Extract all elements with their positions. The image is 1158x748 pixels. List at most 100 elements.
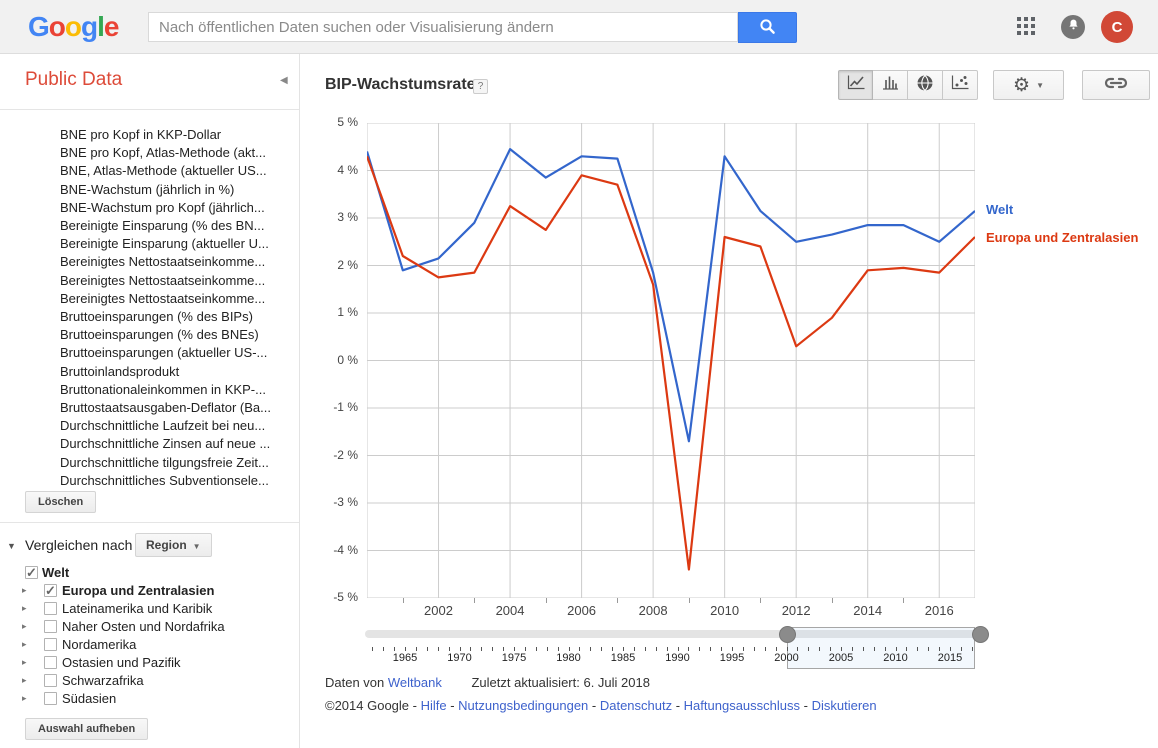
footer-link[interactable]: Haftungsausschluss bbox=[683, 698, 801, 713]
region-dropdown[interactable]: Region ▼ bbox=[135, 533, 212, 557]
region-label[interactable]: Südasien bbox=[62, 691, 117, 706]
line-chart-button[interactable] bbox=[838, 70, 873, 100]
search-input[interactable] bbox=[148, 12, 738, 42]
timeline-tick bbox=[808, 647, 810, 651]
x-axis-tick bbox=[831, 598, 833, 603]
share-link-button[interactable] bbox=[1082, 70, 1150, 100]
indicator-item[interactable]: Durchschnittliches Subventionsele... bbox=[60, 472, 269, 488]
indicator-item[interactable]: Bruttonationaleinkommen in KKP-... bbox=[60, 381, 266, 397]
footer-separator: - bbox=[588, 698, 600, 713]
indicator-item[interactable]: BNE, Atlas-Methode (aktueller US... bbox=[60, 163, 267, 179]
timeline-track[interactable] bbox=[365, 630, 985, 638]
indicator-item[interactable]: Bruttoinlandsprodukt bbox=[60, 363, 180, 379]
source-link[interactable]: Weltbank bbox=[387, 675, 442, 690]
indicator-item[interactable]: BNE-Wachstum (jährlich in %) bbox=[60, 181, 235, 197]
footer-link[interactable]: Nutzungsbedingungen bbox=[458, 698, 589, 713]
indicator-item[interactable]: Durchschnittliche tilgungsfreie Zeit... bbox=[60, 454, 269, 470]
region-label[interactable]: Schwarzafrika bbox=[62, 673, 144, 688]
region-label[interactable]: Nordamerika bbox=[62, 637, 137, 652]
timeline-tick bbox=[492, 647, 494, 651]
indicator-item[interactable]: BNE pro Kopf, Atlas-Methode (akt... bbox=[60, 145, 266, 161]
region-label[interactable]: Welt bbox=[42, 565, 70, 580]
indicator-item[interactable]: BNE-Wachstum pro Kopf (jährlich... bbox=[60, 199, 265, 215]
region-label[interactable]: Lateinamerika und Karibik bbox=[62, 601, 213, 616]
x-axis-tick bbox=[617, 598, 619, 603]
region-label[interactable]: Ostasien und Pazifik bbox=[62, 655, 181, 670]
indicator-item[interactable]: Bruttostaatsausgaben-Deflator (Ba... bbox=[60, 400, 272, 416]
timeline-tick bbox=[742, 647, 744, 651]
indicator-item[interactable]: Durchschnittliche Zinsen auf neue ... bbox=[60, 436, 271, 452]
map-chart-button[interactable] bbox=[908, 70, 943, 100]
avatar[interactable]: C bbox=[1101, 11, 1133, 43]
indicator-item[interactable]: Bruttoeinsparungen (aktueller US-... bbox=[60, 345, 268, 361]
timeline-tick bbox=[470, 647, 472, 651]
logo-letter: e bbox=[103, 11, 120, 42]
expander-icon[interactable]: ▸ bbox=[22, 675, 27, 685]
region-row: ▸ Ostasien und Pazifik bbox=[0, 654, 299, 672]
timeline-tick bbox=[415, 647, 417, 651]
region-label[interactable]: Naher Osten und Nordafrika bbox=[62, 619, 225, 634]
region-checkbox[interactable] bbox=[44, 602, 57, 615]
logo-letter: o bbox=[64, 11, 82, 42]
deselect-all-button[interactable]: Auswahl aufheben bbox=[25, 718, 149, 740]
logo-letter: G bbox=[28, 11, 50, 42]
expander-icon[interactable]: ▸ bbox=[22, 585, 27, 595]
compare-collapse-icon[interactable]: ▼ bbox=[7, 541, 16, 551]
line-chart-plot[interactable] bbox=[367, 123, 975, 598]
legend-item[interactable]: Europa und Zentralasien bbox=[986, 230, 1139, 245]
indicator-item[interactable]: BNE pro Kopf in KKP-Dollar bbox=[60, 127, 222, 142]
timeline-tick bbox=[830, 647, 832, 651]
notifications-button[interactable] bbox=[1061, 15, 1085, 39]
footer-link[interactable]: Datenschutz bbox=[599, 698, 673, 713]
apps-grid-icon[interactable] bbox=[1017, 17, 1037, 37]
indicator-item[interactable]: Bereinigtes Nettostaatseinkomme... bbox=[60, 254, 266, 270]
timeline-selected-range[interactable] bbox=[787, 627, 975, 669]
region-checkbox[interactable] bbox=[44, 656, 57, 669]
timeline-tick bbox=[764, 647, 766, 651]
timeline-tick bbox=[775, 647, 777, 651]
timeline-tick bbox=[960, 647, 962, 651]
indicator-item[interactable]: Bruttoeinsparungen (% des BIPs) bbox=[60, 309, 253, 325]
region-checkbox[interactable]: ✓ bbox=[44, 583, 57, 598]
indicator-item[interactable]: Durchschnittliche Laufzeit bei neu... bbox=[60, 418, 266, 434]
expander-icon[interactable]: ▸ bbox=[22, 639, 27, 649]
sidebar-header: Public Data ◀ bbox=[0, 54, 299, 110]
timeline-tick bbox=[677, 647, 679, 651]
expander-icon[interactable]: ▸ bbox=[22, 693, 27, 703]
source-prefix: Daten von bbox=[325, 675, 385, 690]
x-axis-label: 2004 bbox=[495, 603, 525, 618]
bar-chart-button[interactable] bbox=[873, 70, 908, 100]
scatter-chart-button[interactable] bbox=[943, 70, 978, 100]
settings-button[interactable]: ⚙ ▼ bbox=[993, 70, 1064, 100]
region-checkbox[interactable]: ✓ bbox=[25, 565, 38, 580]
product-title: Public Data bbox=[25, 69, 123, 90]
region-checkbox[interactable] bbox=[44, 620, 57, 633]
legend-item[interactable]: Welt bbox=[986, 202, 1014, 217]
indicator-item[interactable]: Bereinigte Einsparung (% des BN... bbox=[60, 218, 265, 234]
footer-link[interactable]: Hilfe bbox=[420, 698, 447, 713]
region-label[interactable]: Europa und Zentralasien bbox=[62, 583, 215, 598]
indicator-item[interactable]: Bereinigtes Nettostaatseinkomme... bbox=[60, 290, 266, 306]
timeline-tick bbox=[895, 647, 897, 651]
indicator-item[interactable]: Bruttoeinsparungen (% des BNEs) bbox=[60, 327, 259, 343]
region-checkbox[interactable] bbox=[44, 638, 57, 651]
expander-icon[interactable]: ▸ bbox=[22, 657, 27, 667]
timeline-handle-start[interactable] bbox=[779, 626, 796, 643]
indicator-item[interactable]: Bereinigte Einsparung (aktueller U... bbox=[60, 236, 269, 252]
timeline-year-label: 1990 bbox=[665, 652, 690, 664]
google-logo[interactable]: Google bbox=[28, 11, 120, 43]
timeline-tick bbox=[797, 647, 799, 651]
sidebar-collapse-icon[interactable]: ◀ bbox=[280, 75, 288, 86]
indicator-item[interactable]: Bereinigtes Nettostaatseinkomme... bbox=[60, 272, 266, 288]
timeline-handle-end[interactable] bbox=[972, 626, 989, 643]
help-icon[interactable]: ? bbox=[473, 79, 488, 94]
expander-icon[interactable]: ▸ bbox=[22, 603, 27, 613]
footer-link[interactable]: Diskutieren bbox=[811, 698, 877, 713]
region-checkbox[interactable] bbox=[44, 692, 57, 705]
region-checkbox[interactable] bbox=[44, 674, 57, 687]
clear-button[interactable]: Löschen bbox=[25, 491, 97, 513]
timeline-tick bbox=[579, 647, 581, 651]
expander-icon[interactable]: ▸ bbox=[22, 621, 27, 631]
y-axis-label: -4 % bbox=[333, 542, 358, 557]
search-button[interactable] bbox=[738, 12, 797, 43]
